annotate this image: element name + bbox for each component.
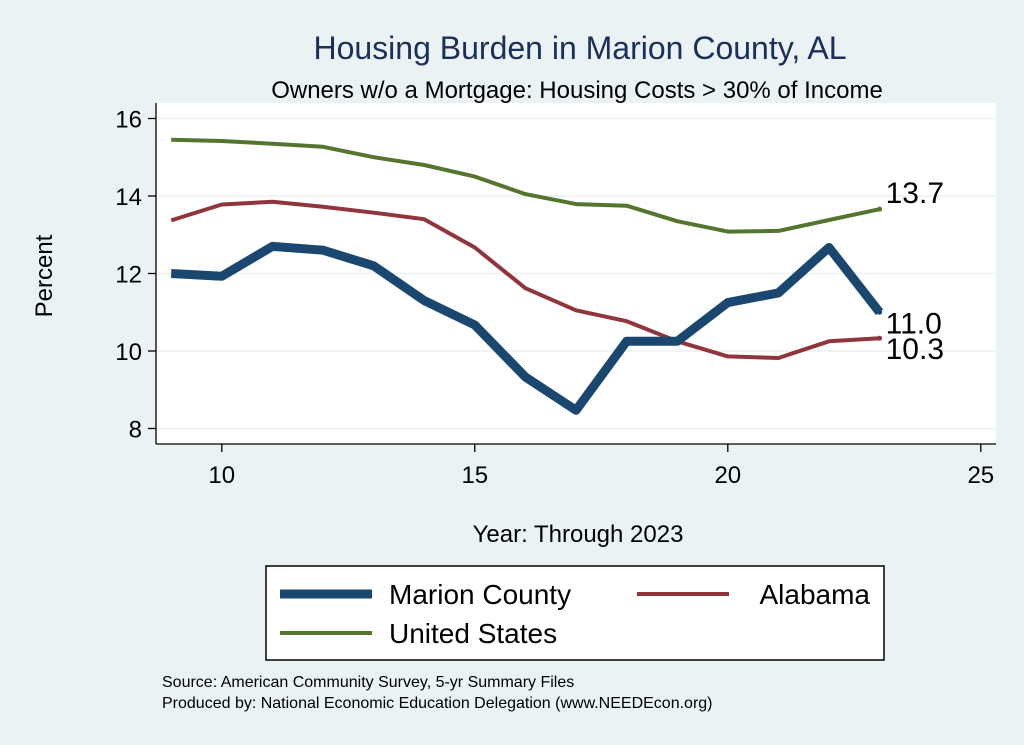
chart-subtitle: Owners w/o a Mortgage: Housing Costs > 3… (271, 77, 883, 104)
gridlines (156, 117, 996, 430)
series-lines (170, 137, 884, 415)
end-labels: 11.010.3 13.7 (886, 177, 944, 366)
x-tick-label: 25 (967, 462, 994, 489)
legend-box (265, 565, 885, 661)
legend-label-marion-county: Marion County (389, 579, 571, 610)
source-note: Source: American Community Survey, 5-yr … (162, 674, 574, 691)
chart-title: Housing Burden in Marion County, AL (313, 30, 846, 66)
axes (148, 103, 996, 452)
x-tick-labels: 10 15 20 25 (208, 462, 994, 489)
end-label-marion-county: 11.0 (886, 307, 942, 340)
end-label-alabama: 10.3 (886, 333, 944, 366)
y-tick-labels: 8 10 12 14 16 (115, 107, 142, 444)
x-tick-label: 15 (461, 462, 488, 489)
x-axis-label: Year: Through 2023 (473, 521, 684, 548)
y-tick-label: 16 (115, 107, 142, 134)
series-line-united-states (171, 137, 881, 234)
y-tick-label: 14 (115, 184, 142, 211)
producer-note: Produced by: National Economic Education… (162, 695, 713, 712)
x-tick-label: 10 (208, 462, 235, 489)
end-point-marion-county (877, 309, 883, 315)
legend: Marion County Alabama United States (265, 565, 885, 661)
series-line-marion-county (170, 241, 884, 415)
y-axis-label: Percent (31, 234, 58, 317)
end-label-united-states: 13.7 (886, 177, 944, 210)
end-point-alabama (877, 335, 883, 341)
x-tick-label: 20 (714, 462, 741, 489)
legend-label-alabama: Alabama (759, 579, 870, 610)
y-tick-label: 10 (115, 339, 142, 366)
y-tick-label: 8 (129, 417, 142, 444)
legend-label-united-states: United States (389, 618, 557, 649)
y-tick-label: 12 (115, 262, 142, 289)
series-line-alabama (170, 199, 880, 360)
end-point-united-states (877, 206, 883, 212)
